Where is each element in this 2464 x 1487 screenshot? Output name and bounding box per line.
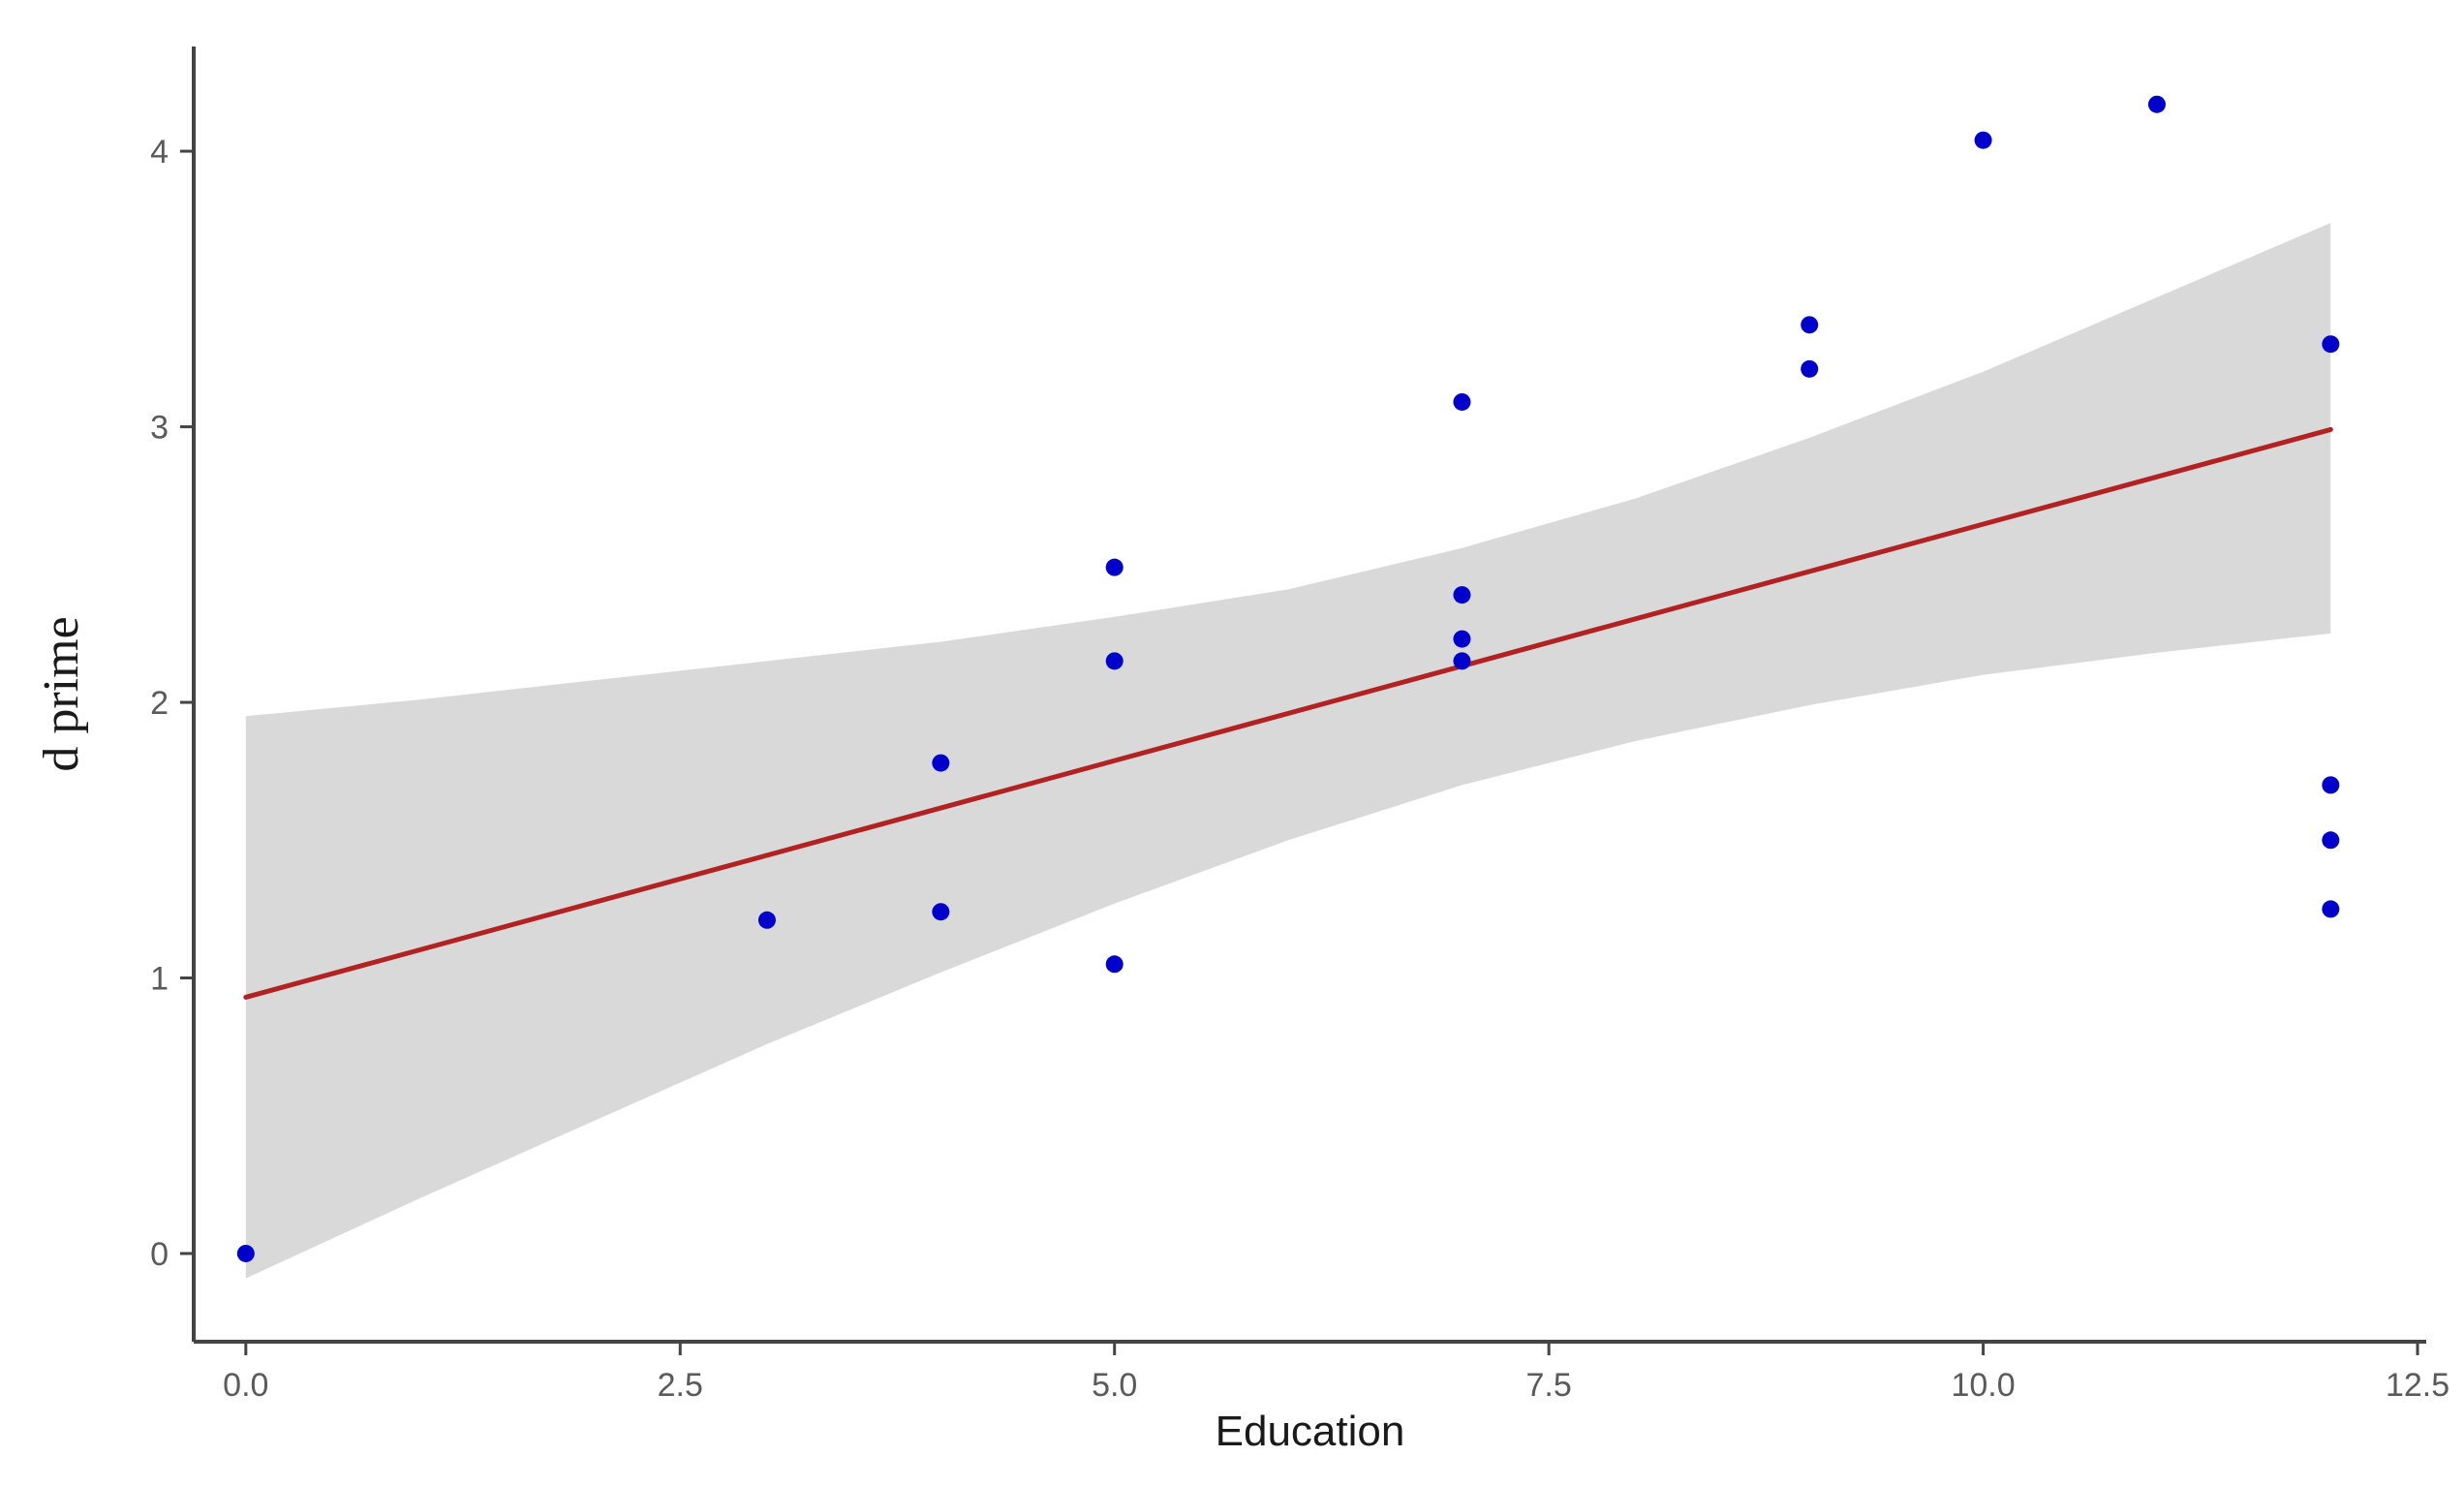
y-axis-title: d prime [34, 616, 89, 771]
data-point [2322, 335, 2340, 354]
data-points-layer [236, 95, 2340, 1262]
data-point [1105, 652, 1124, 670]
x-tick-label: 2.5 [658, 1367, 703, 1404]
data-point [1453, 652, 1471, 670]
y-ticks: 0 1 2 3 4 [150, 134, 194, 1273]
x-tick-label: 12.5 [2386, 1367, 2449, 1404]
axes-layer [192, 46, 2426, 1344]
regression-line-layer [243, 426, 2333, 1000]
data-point [2147, 95, 2166, 113]
y-tick-label: 0 [150, 1236, 169, 1273]
data-point [236, 1244, 255, 1262]
data-point [932, 754, 950, 772]
x-tick-label: 7.5 [1526, 1367, 1572, 1404]
data-point [1453, 630, 1471, 648]
data-point [1801, 359, 1819, 378]
x-ticks: 0.0 2.5 5.0 7.5 10.0 12.5 [223, 1342, 2449, 1404]
regression-line [243, 426, 2333, 1000]
data-point [1105, 955, 1124, 974]
data-point [1974, 131, 1992, 149]
y-tick-label: 2 [150, 685, 169, 722]
data-point [1453, 392, 1471, 411]
y-tick-label: 1 [150, 961, 169, 998]
data-point [757, 911, 776, 929]
x-axis-title: Education [1216, 1408, 1405, 1455]
data-point [1801, 316, 1819, 334]
y-tick-label: 3 [150, 410, 169, 447]
x-tick-label: 0.0 [223, 1367, 268, 1404]
data-point [1453, 586, 1471, 604]
y-tick-label: 4 [150, 134, 169, 170]
data-point [2322, 776, 2340, 794]
confidence-band [245, 223, 2331, 1279]
confidence-band-layer [245, 223, 2331, 1279]
data-point [2322, 900, 2340, 918]
data-point [1105, 558, 1124, 576]
data-point [932, 903, 950, 921]
x-tick-label: 5.0 [1092, 1367, 1137, 1404]
x-tick-label: 10.0 [1951, 1367, 2015, 1404]
data-point [2322, 831, 2340, 850]
